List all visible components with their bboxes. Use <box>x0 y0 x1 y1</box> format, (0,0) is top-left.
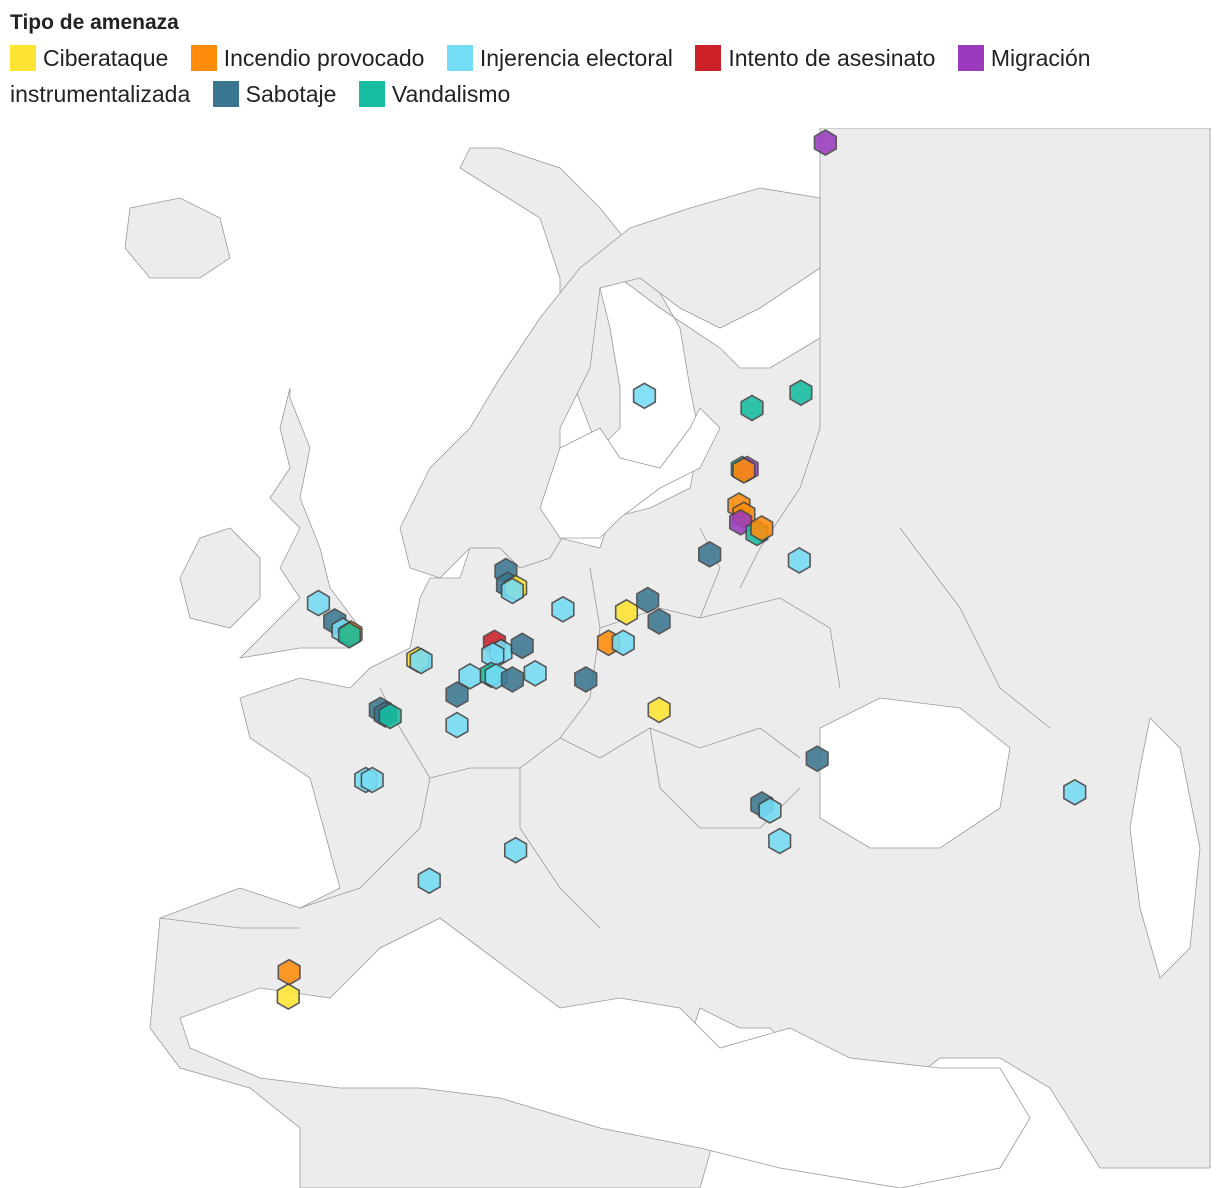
incident-marker-ciberataque[interactable] <box>647 696 671 724</box>
legend-label-vandalismo: Vandalismo <box>391 81 511 107</box>
incident-marker-sabotaje[interactable] <box>647 607 671 635</box>
caspian-sea <box>1129 717 1201 979</box>
incident-marker-vandalismo[interactable] <box>378 702 402 730</box>
incident-marker-sabotaje[interactable] <box>510 632 534 660</box>
incident-marker-sabotaje[interactable] <box>574 665 598 693</box>
legend-swatch-ciberataque <box>10 45 36 71</box>
incident-marker-sabotaje[interactable] <box>445 681 469 709</box>
incident-marker-injerencia[interactable] <box>523 659 547 687</box>
legend-label-injerencia: Injerencia electoral <box>479 45 673 71</box>
legend-label-asesinato: Intento de asesinato <box>728 45 936 71</box>
legend-item-vandalismo[interactable]: Vandalismo <box>358 81 526 107</box>
scandinavia <box>399 187 821 579</box>
baltic-sea <box>539 407 721 539</box>
incident-marker-incendio[interactable] <box>750 514 774 542</box>
mainland-europe <box>149 128 1211 1188</box>
legend-item-asesinato[interactable]: Intento de asesinato <box>695 45 951 71</box>
incident-marker-injerencia[interactable] <box>445 711 469 739</box>
incident-marker-ciberataque[interactable] <box>614 598 639 626</box>
europe-map <box>0 128 1220 1188</box>
incident-marker-injerencia[interactable] <box>758 797 782 824</box>
incident-marker-injerencia[interactable] <box>787 546 811 574</box>
incident-marker-sabotaje[interactable] <box>500 665 525 693</box>
legend-swatch-incendio <box>190 45 217 71</box>
legend-label-migracion: Migración instrumentalizada <box>10 45 1091 107</box>
mediterranean-sea <box>179 917 1031 1188</box>
map-legend: Tipo de amenaza Ciberataque Incendio pro… <box>10 8 1190 112</box>
incident-marker-migracion[interactable] <box>813 129 838 157</box>
legend-item-ciberataque[interactable]: Ciberataque <box>10 45 184 71</box>
incident-marker-injerencia[interactable] <box>306 589 331 617</box>
incident-marker-injerencia[interactable] <box>503 836 528 864</box>
legend-label-ciberataque: Ciberataque <box>43 45 169 71</box>
incident-marker-injerencia[interactable] <box>632 382 657 410</box>
legend-items: Ciberataque Incendio provocado Injerenci… <box>10 40 1190 112</box>
incident-marker-injerencia[interactable] <box>768 827 792 855</box>
legend-swatch-asesinato <box>695 45 722 71</box>
incident-marker-vandalismo[interactable] <box>337 621 362 649</box>
iceland <box>124 197 231 279</box>
legend-label-sabotaje: Sabotaje <box>245 81 337 107</box>
ireland <box>179 527 261 629</box>
country-borders <box>159 338 1051 929</box>
legend-item-migracion[interactable]: Migración instrumentalizada <box>10 45 1091 107</box>
legend-item-incendio[interactable]: Incendio provocado <box>190 45 441 71</box>
incident-marker-sabotaje[interactable] <box>636 586 660 614</box>
incident-marker-vandalismo[interactable] <box>740 394 764 422</box>
incident-marker-injerencia[interactable] <box>551 595 575 623</box>
legend-swatch-sabotaje <box>212 81 239 107</box>
legend-swatch-injerencia <box>446 45 473 71</box>
great-britain <box>238 387 361 659</box>
legend-item-injerencia[interactable]: Injerencia electoral <box>446 45 689 71</box>
legend-title: Tipo de amenaza <box>10 11 179 34</box>
legend-item-sabotaje[interactable]: Sabotaje <box>212 81 353 107</box>
legend-label-incendio: Incendio provocado <box>223 45 425 71</box>
incident-marker-injerencia[interactable] <box>500 577 525 605</box>
incident-marker-injerencia[interactable] <box>417 867 441 895</box>
incident-marker-injerencia[interactable] <box>409 647 433 675</box>
incident-marker-sabotaje[interactable] <box>805 745 829 773</box>
incident-markers <box>276 129 1087 1011</box>
incident-marker-ciberataque[interactable] <box>276 983 300 1011</box>
incident-marker-sabotaje[interactable] <box>697 540 722 568</box>
legend-swatch-migracion <box>957 45 984 71</box>
incident-marker-vandalismo[interactable] <box>789 379 813 407</box>
legend-swatch-vandalismo <box>358 81 385 107</box>
incident-marker-injerencia[interactable] <box>360 766 384 794</box>
incident-marker-injerencia[interactable] <box>1063 778 1087 806</box>
incident-marker-incendio[interactable] <box>277 958 301 986</box>
incident-marker-incendio[interactable] <box>732 457 756 484</box>
incident-marker-injerencia[interactable] <box>611 629 635 657</box>
black-sea <box>819 697 1011 849</box>
